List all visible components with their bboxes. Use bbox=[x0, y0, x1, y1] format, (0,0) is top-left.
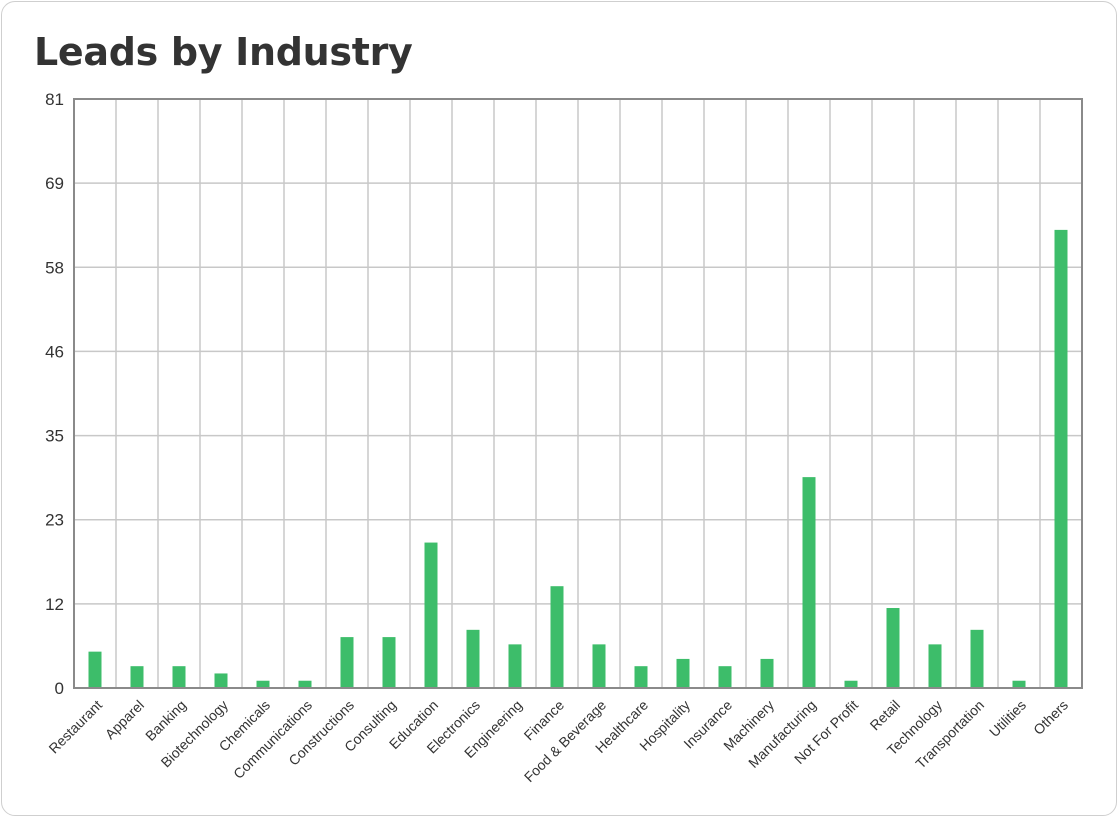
bar bbox=[676, 658, 690, 688]
bar bbox=[130, 666, 144, 688]
bar bbox=[1012, 680, 1026, 688]
y-tick-label: 58 bbox=[45, 258, 64, 277]
bar bbox=[592, 644, 606, 688]
y-axis-ticks: 0 12 23 35 46 58 69 81 bbox=[45, 90, 64, 698]
y-tick-label: 46 bbox=[45, 342, 64, 361]
bar bbox=[928, 644, 942, 688]
bar bbox=[550, 586, 564, 688]
gridlines bbox=[74, 98, 1082, 689]
bar bbox=[970, 629, 984, 688]
bar bbox=[844, 680, 858, 688]
bars bbox=[88, 229, 1068, 688]
plot-frame bbox=[73, 98, 1083, 689]
bar bbox=[424, 542, 438, 688]
x-tick-label: Utilities bbox=[986, 697, 1029, 740]
x-axis-labels: RestaurantApparelBankingBiotechnologyChe… bbox=[45, 697, 1071, 786]
bar bbox=[760, 658, 774, 688]
y-tick-label: 23 bbox=[45, 511, 64, 530]
x-tick-label: Restaurant bbox=[45, 697, 105, 757]
x-tick-label: Apparel bbox=[102, 697, 147, 742]
plot-border bbox=[73, 98, 1083, 689]
bar bbox=[1054, 229, 1068, 688]
bar bbox=[634, 666, 648, 688]
y-tick-label: 81 bbox=[45, 90, 64, 109]
x-tick-label: Others bbox=[1030, 697, 1071, 738]
bar bbox=[802, 477, 816, 688]
bar bbox=[256, 680, 270, 688]
y-tick-label: 0 bbox=[55, 679, 64, 698]
bar bbox=[508, 644, 522, 688]
x-tick-label: Retail bbox=[866, 697, 903, 734]
y-tick-label: 69 bbox=[45, 174, 64, 193]
bar bbox=[340, 637, 354, 688]
bar bbox=[382, 637, 396, 688]
bar bbox=[466, 629, 480, 688]
bar bbox=[298, 680, 312, 688]
bar bbox=[172, 666, 186, 688]
y-tick-label: 35 bbox=[45, 427, 64, 446]
bar bbox=[886, 608, 900, 688]
bar bbox=[718, 666, 732, 688]
bar bbox=[88, 651, 102, 688]
bar bbox=[214, 673, 228, 688]
y-tick-label: 12 bbox=[45, 595, 64, 614]
chart-title: Leads by Industry bbox=[34, 30, 413, 74]
